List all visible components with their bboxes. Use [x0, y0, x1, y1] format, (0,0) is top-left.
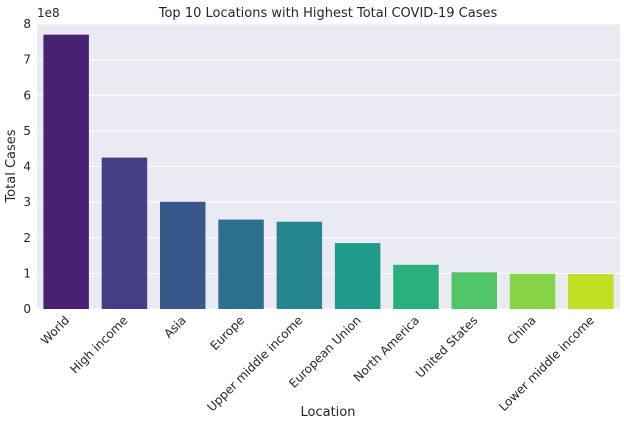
- y-tick-label: 2: [23, 231, 31, 245]
- x-tick-label: United States: [413, 313, 480, 380]
- y-tick-label: 5: [23, 124, 31, 138]
- y-tick-label: 3: [23, 195, 31, 209]
- x-tick-label: High income: [67, 313, 130, 376]
- y-tick-labels: 0 1 2 3 4 5 6 7 8: [23, 17, 31, 316]
- bar: [568, 274, 614, 309]
- bars: [43, 34, 614, 309]
- y-axis-label: Total Cases: [4, 129, 19, 203]
- x-tick-label: Upper middle income: [204, 313, 305, 414]
- bar: [101, 157, 148, 309]
- bar: [451, 272, 497, 309]
- bar: [393, 264, 439, 309]
- chart-title: Top 10 Locations with Highest Total COVI…: [158, 6, 498, 21]
- x-tick-label: Europe: [207, 313, 247, 353]
- y-tick-label: 6: [23, 88, 31, 102]
- bar: [160, 201, 206, 309]
- bar: [43, 34, 89, 309]
- bar: [509, 273, 556, 309]
- y-offset-label: 1e8: [37, 6, 60, 20]
- y-tick-label: 8: [23, 17, 31, 31]
- x-axis-label: Location: [301, 405, 356, 420]
- x-tick-label: Asia: [161, 313, 189, 341]
- y-tick-label: 4: [23, 160, 31, 174]
- bar: [276, 221, 323, 309]
- bar: [218, 219, 264, 309]
- x-tick-label: World: [38, 313, 72, 347]
- y-tick-label: 1: [23, 266, 31, 280]
- y-tick-label: 7: [23, 53, 31, 67]
- y-tick-label: 0: [23, 302, 31, 316]
- x-tick-label: Lower middle income: [496, 313, 597, 414]
- bar: [334, 243, 381, 309]
- x-tick-label: China: [505, 313, 539, 347]
